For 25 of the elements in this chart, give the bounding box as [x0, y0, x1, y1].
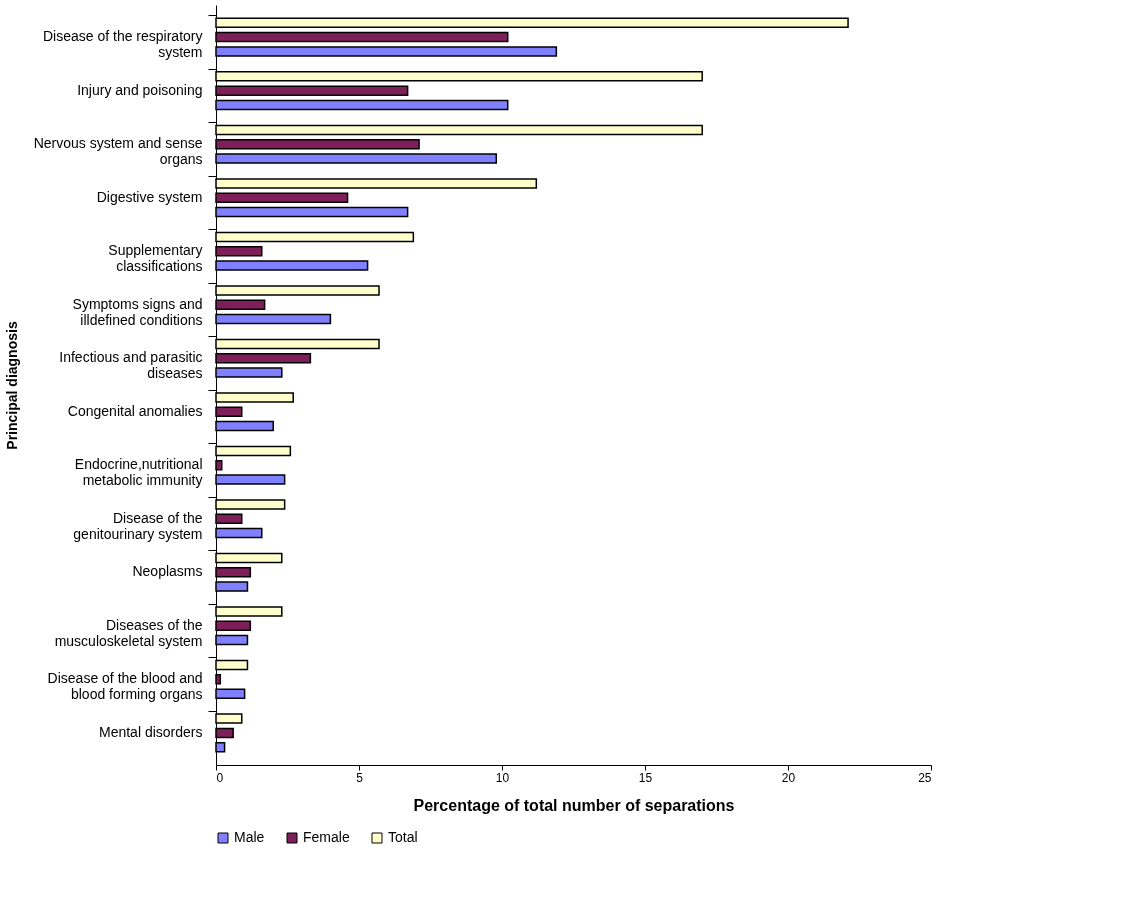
y-tick-label: Symptoms signs and illdefined conditions: [72, 295, 203, 328]
y-tick-label: Digestive system: [96, 188, 203, 205]
x-tick-label: 5: [356, 770, 364, 785]
legend-label: Male: [234, 829, 265, 845]
y-tick-label: Supplementary classifications: [108, 242, 203, 275]
x-axis-title: Percentage of total number of separations: [413, 796, 735, 814]
y-tick-label: Injury and poisoning: [77, 81, 203, 98]
legend-label: Female: [303, 829, 350, 845]
y-tick-label: Congenital anomalies: [67, 402, 203, 419]
y-tick-label: Disease of the respiratory system: [42, 28, 203, 61]
x-tick-label: 10: [495, 770, 510, 785]
x-tick-label: 25: [918, 770, 932, 785]
y-tick-label: Disease of the blood and blood forming organs: [47, 670, 203, 703]
x-tick-label: 15: [638, 770, 653, 785]
y-tick-label: Disease of the genitourinary system: [73, 509, 203, 542]
y-tick-label: Neoplasms: [132, 563, 203, 580]
y-tick-label: Diseases of the musculoskeletal system: [54, 616, 203, 649]
y-tick-label: Endocrine,nutritional metabolic immunity: [74, 456, 203, 489]
y-tick-label: Nervous system and sense organs: [33, 135, 203, 168]
y-tick-label: Mental disorders: [99, 723, 203, 740]
x-tick-label: 0: [216, 770, 224, 785]
x-tick-label: 20: [781, 770, 796, 785]
y-tick-label: Infectious and parasitic diseases: [59, 349, 203, 382]
legend-label: Total: [388, 829, 418, 845]
y-axis-title: Principal diagnosis: [3, 321, 20, 450]
